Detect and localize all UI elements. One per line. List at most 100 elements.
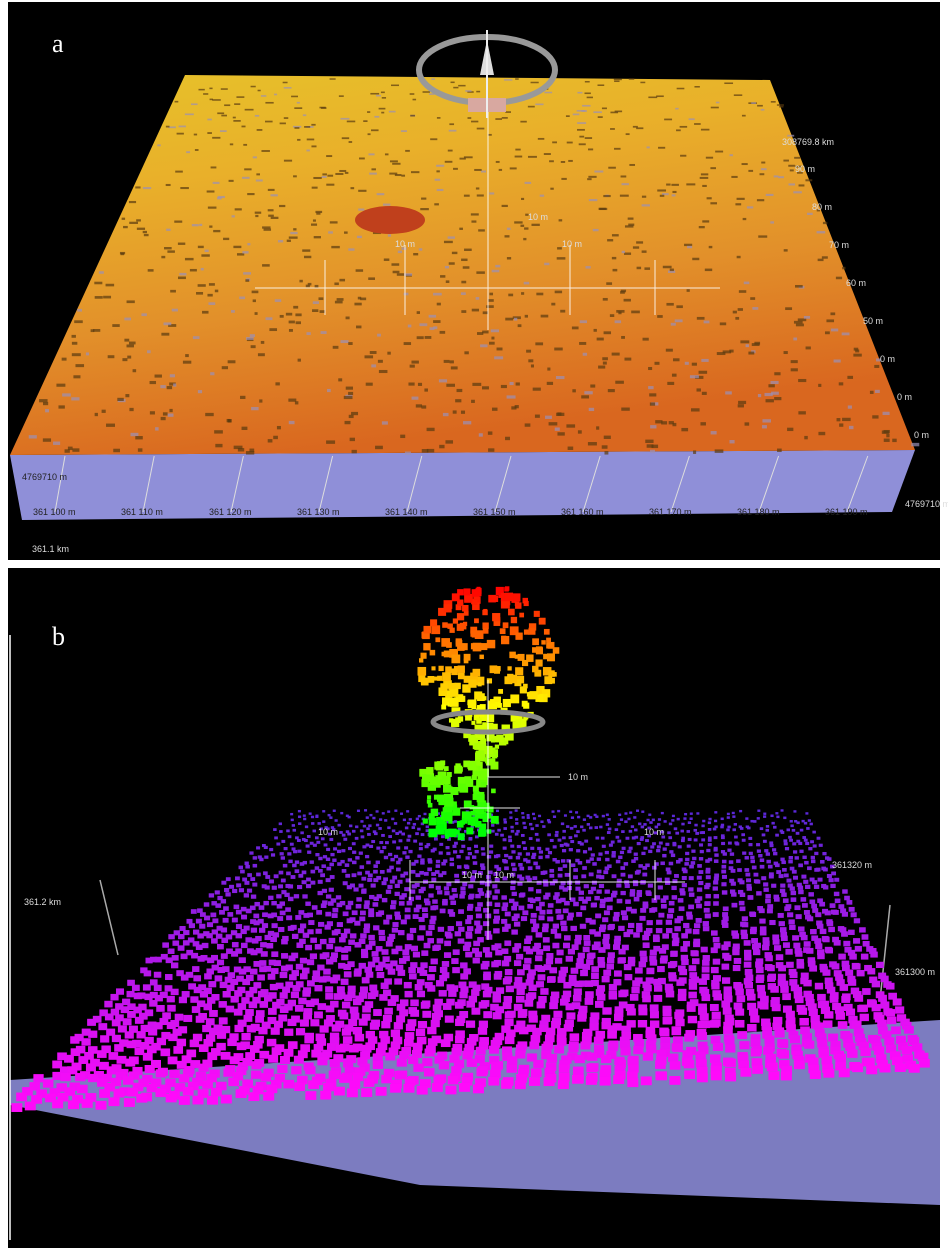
point [714, 836, 718, 839]
texture-dash [701, 129, 710, 131]
texture-dash [751, 102, 756, 104]
point [595, 1001, 604, 1008]
texture-dash [704, 321, 710, 324]
point [166, 1094, 177, 1103]
point [399, 839, 403, 842]
point [523, 826, 527, 829]
point [397, 1059, 407, 1067]
point [354, 921, 360, 926]
point [426, 931, 433, 936]
point [811, 856, 815, 859]
point [389, 866, 394, 870]
point [527, 878, 532, 882]
texture-dash [554, 348, 562, 351]
point [623, 932, 630, 937]
point [409, 818, 412, 821]
point [123, 1076, 134, 1084]
texture-dash [731, 176, 737, 178]
point [492, 895, 498, 899]
point [556, 950, 563, 956]
point [609, 844, 613, 847]
texture-dash [166, 184, 171, 186]
point [425, 901, 431, 906]
point [613, 1075, 624, 1084]
point [422, 774, 428, 780]
point [318, 880, 323, 884]
texture-dash [180, 187, 189, 189]
point [281, 879, 286, 883]
texture-dash [642, 204, 650, 206]
texture-dash [531, 82, 539, 84]
point [430, 777, 438, 785]
point [487, 829, 491, 833]
texture-dash [451, 366, 458, 369]
texture-dash [108, 355, 115, 358]
texture-dash [666, 349, 673, 352]
point [678, 898, 684, 903]
point [721, 818, 724, 821]
texture-dash [783, 160, 789, 162]
point [798, 863, 803, 867]
point [563, 864, 568, 868]
texture-dash [295, 401, 298, 404]
texture-dash [602, 108, 607, 110]
texture-dash [566, 424, 575, 427]
point [465, 952, 472, 958]
point [373, 925, 379, 930]
texture-dash [275, 299, 281, 302]
point [504, 996, 513, 1003]
point [207, 922, 213, 927]
point [806, 948, 813, 954]
point [462, 605, 469, 612]
point [368, 908, 374, 913]
point [884, 1037, 894, 1045]
point [171, 989, 179, 995]
point [765, 955, 773, 961]
point [272, 886, 277, 890]
texture-dash [495, 118, 502, 120]
point [215, 890, 220, 894]
point [503, 622, 509, 628]
point [711, 947, 718, 953]
texture-dash [848, 405, 852, 408]
point [676, 860, 681, 864]
point [455, 931, 462, 936]
point [792, 935, 799, 940]
point [789, 856, 793, 859]
texture-dash [215, 444, 222, 447]
point [211, 938, 218, 943]
point [773, 826, 777, 829]
point [506, 986, 514, 993]
texture-dash [806, 346, 811, 349]
point [448, 990, 456, 997]
point [774, 897, 780, 902]
point [663, 1017, 672, 1024]
point [759, 908, 765, 913]
point [842, 889, 848, 893]
point [650, 950, 657, 956]
texture-dash [572, 389, 575, 392]
texture-dash [273, 436, 278, 439]
point [683, 923, 689, 928]
texture-dash [192, 224, 199, 226]
point [742, 922, 749, 927]
point [77, 1085, 88, 1094]
texture-dash [221, 115, 227, 117]
texture-dash [62, 358, 67, 361]
texture-dash [440, 275, 445, 278]
point [112, 1019, 121, 1026]
point [570, 1033, 580, 1041]
point [673, 1044, 683, 1052]
texture-dash [568, 160, 573, 162]
texture-dash [540, 195, 544, 197]
point [318, 922, 324, 927]
point [413, 823, 416, 826]
texture-dash [175, 171, 183, 173]
texture-dash [650, 425, 656, 428]
texture-dash [349, 141, 353, 143]
point [431, 1020, 440, 1027]
point [197, 933, 204, 938]
point [427, 1027, 436, 1034]
point [428, 925, 434, 930]
point [408, 850, 412, 853]
